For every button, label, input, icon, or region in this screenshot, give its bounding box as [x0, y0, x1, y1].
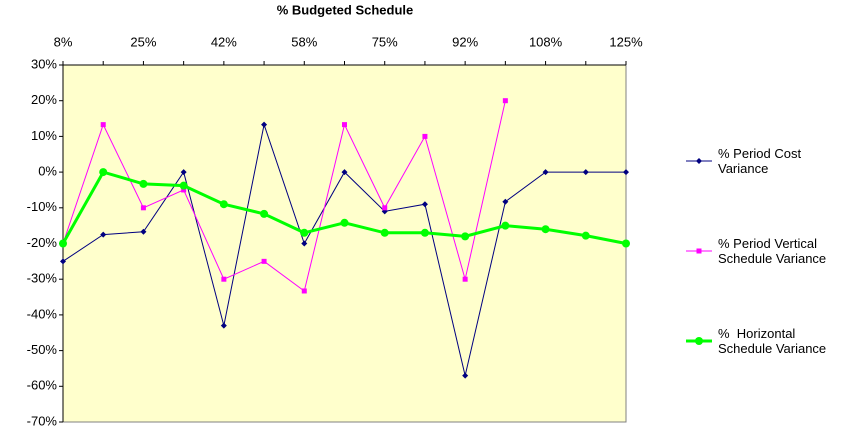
marker [60, 258, 66, 265]
marker [582, 169, 589, 176]
series-line [62, 100, 506, 292]
marker [342, 122, 347, 128]
marker [542, 169, 549, 176]
marker [139, 179, 148, 188]
marker [221, 276, 227, 282]
marker [261, 258, 267, 264]
marker [382, 205, 388, 211]
marker [380, 228, 389, 237]
marker [300, 228, 309, 237]
plot-area [62, 64, 627, 423]
marker [462, 372, 469, 379]
marker [301, 288, 307, 294]
legend-item: % Period Cost Variance [686, 146, 848, 176]
marker [581, 231, 590, 240]
marker [623, 169, 629, 176]
marker [220, 322, 227, 329]
marker [59, 239, 67, 248]
marker [422, 133, 428, 139]
y-tick-label: -40% [27, 306, 58, 321]
marker [420, 228, 429, 237]
marker [421, 201, 428, 208]
y-tick-label: 30% [31, 56, 57, 71]
y-tick-label: -30% [27, 271, 58, 286]
marker [100, 122, 106, 128]
legend-swatch [686, 158, 712, 164]
marker [261, 121, 268, 128]
y-tick-label: 20% [31, 92, 57, 107]
marker [140, 205, 146, 211]
x-tick-label: 108% [529, 34, 563, 49]
marker [622, 239, 630, 248]
y-tick-label: -70% [27, 413, 58, 428]
marker [502, 198, 509, 205]
legend-marker [695, 337, 703, 345]
marker [461, 232, 470, 241]
x-tick-label: 125% [609, 34, 643, 49]
x-tick-label: 8% [54, 34, 73, 49]
marker [501, 221, 510, 230]
y-tick-label: -60% [27, 378, 58, 393]
marker [180, 169, 187, 176]
legend-item: % Period Vertical Schedule Variance [686, 236, 848, 266]
marker [179, 181, 188, 190]
x-tick-label: 42% [211, 34, 237, 49]
marker [301, 240, 308, 247]
y-tick-label: 0% [38, 164, 57, 179]
legend-marker [696, 248, 702, 254]
legend-item: % Horizontal Schedule Variance [686, 326, 848, 356]
legend-label: % Period Cost Variance [718, 146, 805, 176]
legend-marker [696, 158, 702, 164]
legend-swatch [686, 248, 712, 254]
marker [541, 225, 550, 234]
x-tick-label: 58% [291, 34, 317, 49]
y-tick-label: -20% [27, 235, 58, 250]
marker [140, 228, 147, 235]
x-tick-label: 25% [130, 34, 156, 49]
marker [260, 209, 269, 218]
y-tick-label: 10% [31, 128, 57, 143]
legend-label: % Period Vertical Schedule Variance [718, 236, 827, 266]
y-tick-label: -10% [27, 199, 58, 214]
x-tick-label: 75% [372, 34, 398, 49]
marker [502, 98, 508, 104]
marker [100, 231, 107, 238]
marker [219, 200, 228, 209]
chart-title: % Budgeted Schedule [277, 2, 414, 17]
legend-label: % Horizontal Schedule Variance [718, 326, 827, 356]
marker [341, 169, 348, 176]
legend-swatch [686, 337, 712, 345]
x-tick-label: 92% [452, 34, 478, 49]
y-tick-label: -50% [27, 342, 58, 357]
marker [99, 168, 108, 177]
marker [340, 218, 349, 227]
marker [181, 187, 187, 193]
marker [462, 276, 468, 282]
